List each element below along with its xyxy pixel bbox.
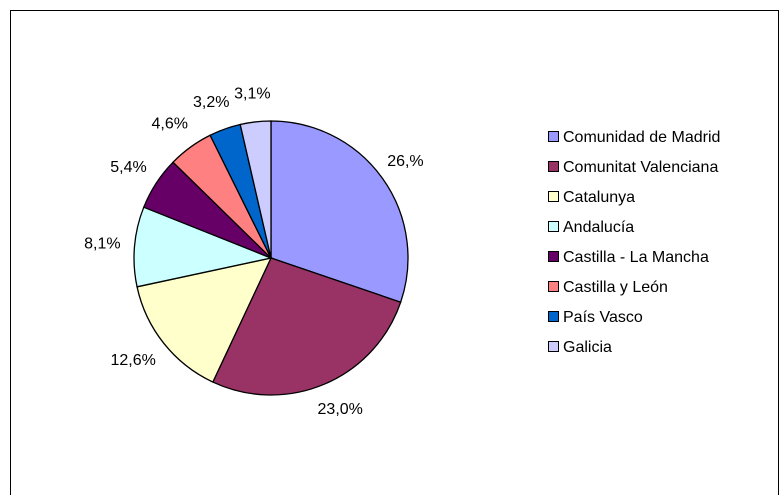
pie-slice: [136, 257, 273, 383]
data-label: 4,6%: [152, 116, 188, 133]
data-label: 26,%: [387, 153, 423, 170]
data-label: 5,4%: [110, 159, 146, 176]
legend-label: Comunidad de Madrid: [563, 129, 720, 146]
legend-swatch: [548, 221, 559, 232]
legend-swatch: [548, 281, 559, 292]
legend-swatch: [548, 191, 559, 202]
pie-slice: [270, 120, 409, 304]
data-label: 8,1%: [84, 235, 120, 252]
legend-label: Catalunya: [563, 189, 635, 206]
data-label: 12,6%: [111, 352, 156, 369]
pie-slice: [211, 257, 402, 396]
data-label: 3,2%: [193, 94, 229, 111]
pie-slice: [239, 120, 272, 259]
data-label: 23,0%: [318, 401, 363, 418]
legend-swatch: [548, 161, 559, 172]
legend-label: Castilla y León: [563, 279, 668, 296]
legend-label: Galicia: [563, 339, 612, 356]
legend-label: Andalucía: [563, 219, 634, 236]
legend-swatch: [548, 341, 559, 352]
legend-swatch: [548, 311, 559, 322]
legend-label: Castilla - La Mancha: [563, 249, 709, 266]
legend-label: País Vasco: [563, 309, 643, 326]
data-label: 3,1%: [234, 85, 270, 102]
pie-slice: [133, 206, 274, 288]
legend-label: Comunitat Valenciana: [563, 159, 718, 176]
legend-swatch: [548, 251, 559, 262]
legend-swatch: [548, 131, 559, 142]
